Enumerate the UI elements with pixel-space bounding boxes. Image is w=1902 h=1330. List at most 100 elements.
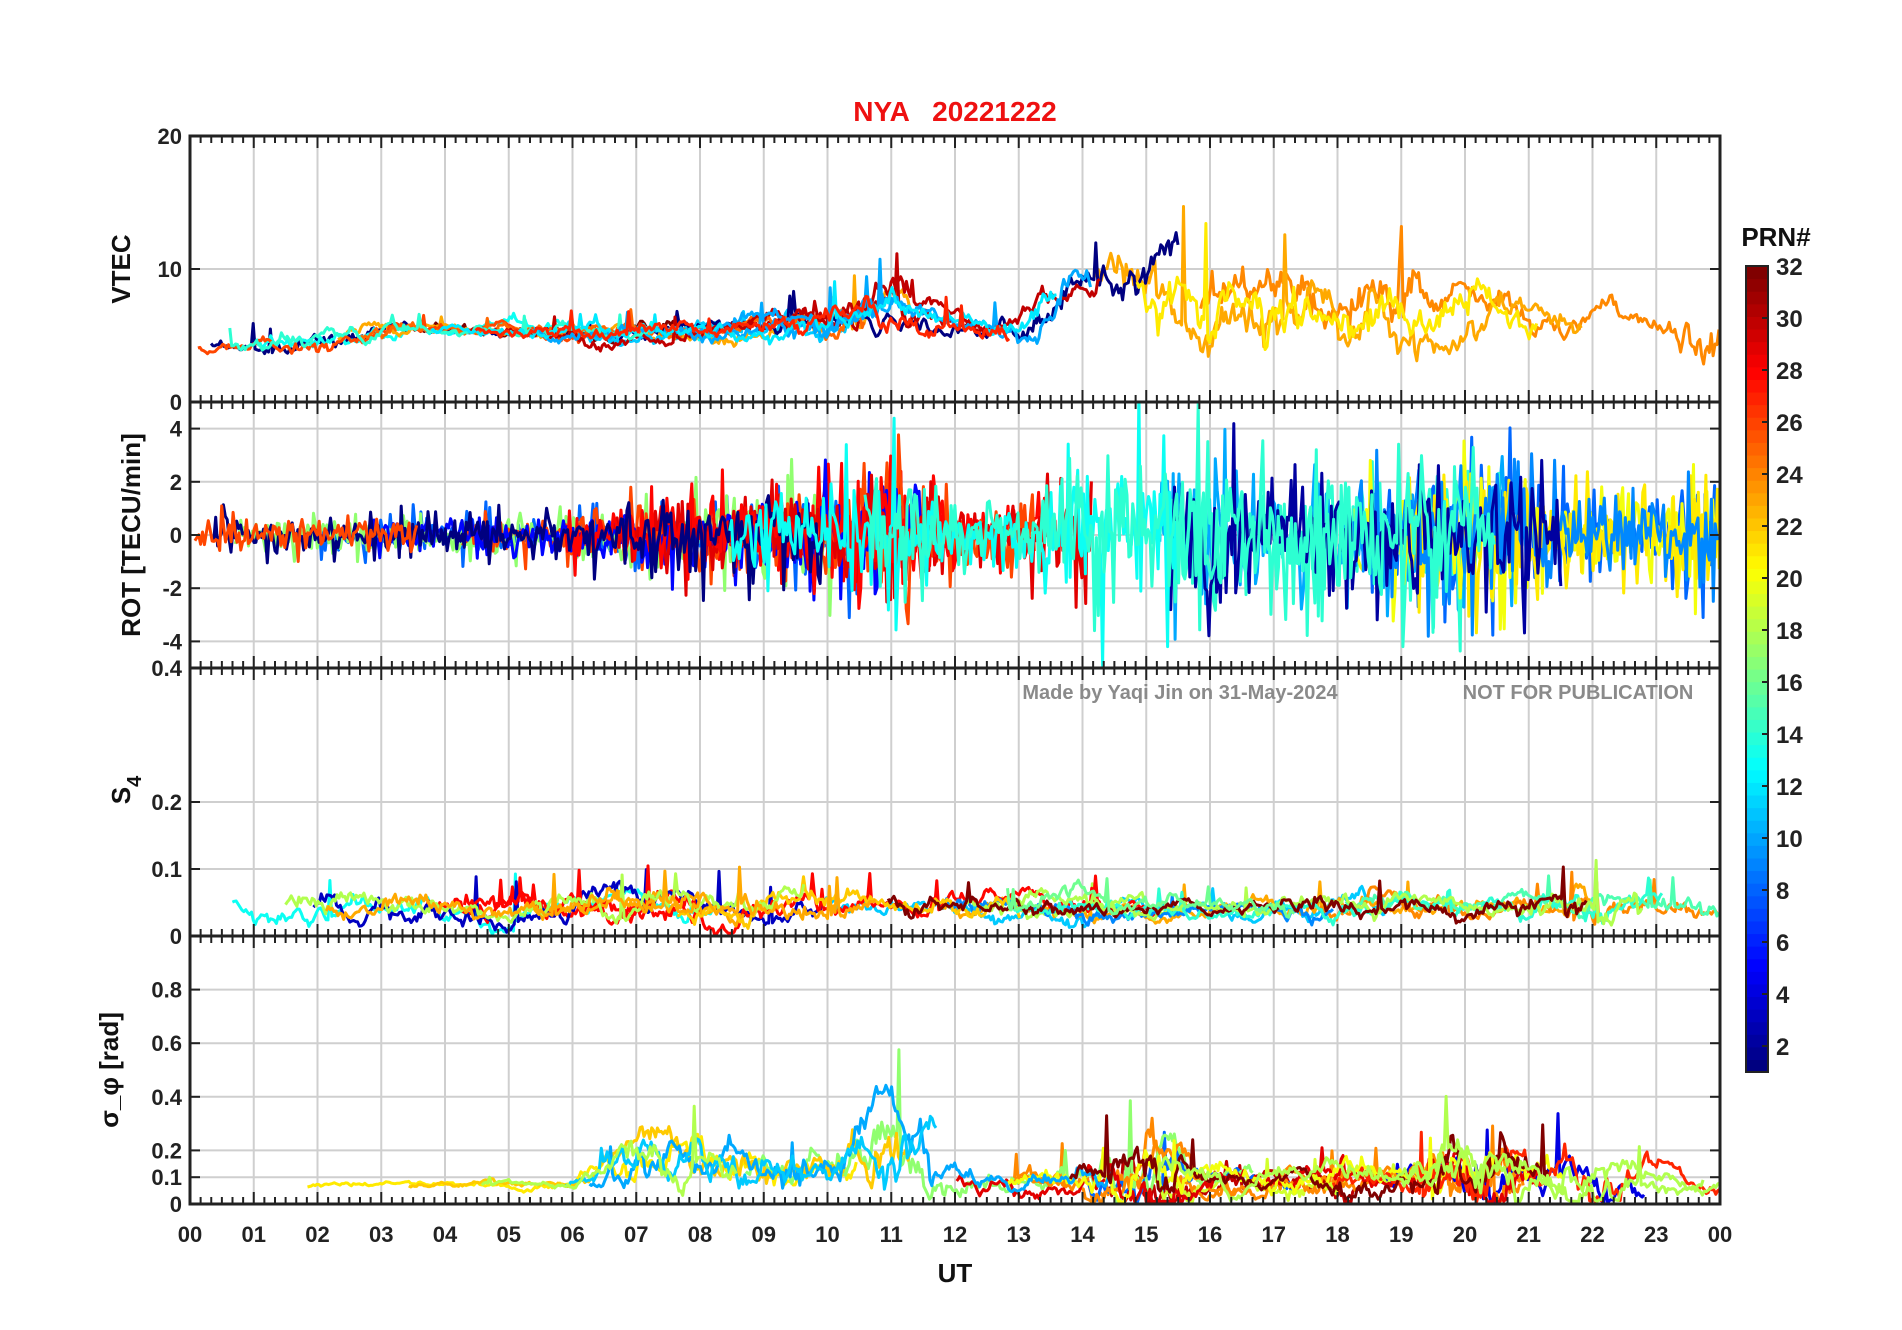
s4-trace-prn-23 <box>325 865 877 921</box>
colorbar-tick-label: 20 <box>1776 566 1803 593</box>
s4-y-tick-label: 0 <box>170 924 182 949</box>
x-tick-label: 08 <box>688 1222 712 1247</box>
svg-text:S4: S4 <box>106 775 146 804</box>
x-tick-label: 05 <box>497 1222 521 1247</box>
colorbar-segment <box>1746 266 1768 280</box>
colorbar-segment <box>1746 278 1768 292</box>
colorbar-tick-label: 12 <box>1776 774 1803 801</box>
colorbar-segment <box>1746 933 1768 947</box>
colorbar-title: PRN# <box>1741 222 1811 252</box>
rot-y-tick-label: 0 <box>170 523 182 548</box>
x-tick-label: 10 <box>815 1222 839 1247</box>
colorbar-segment <box>1746 517 1768 532</box>
colorbar-segment <box>1746 794 1768 809</box>
rot-y-tick-label: -4 <box>162 629 182 654</box>
x-tick-label: 22 <box>1580 1222 1604 1247</box>
colorbar-segment <box>1746 618 1768 632</box>
x-tick-label: 19 <box>1389 1222 1413 1247</box>
x-tick-label: 11 <box>880 1222 903 1247</box>
rot-y-tick-label: -2 <box>162 576 182 601</box>
s4-trace-prn-16 <box>1006 877 1295 919</box>
sigphi-y-tick-label: 0.4 <box>151 1085 182 1110</box>
rot-panel: -4 -2 0 2 4 <box>162 400 1722 670</box>
vtec-y-tick-label: 20 <box>158 124 182 149</box>
x-tick-label: 15 <box>1134 1222 1158 1247</box>
colorbar-segment <box>1746 971 1768 985</box>
colorbar-segment <box>1746 492 1768 506</box>
vtec-grid <box>190 136 1720 402</box>
colorbar-segment <box>1746 354 1768 368</box>
sigphi-y-tick-label: 0.6 <box>151 1031 182 1056</box>
vtec-traces <box>197 205 1720 366</box>
vtec-axis-title: VTEC <box>106 234 136 304</box>
colorbar-segment <box>1746 782 1768 796</box>
rot-axis-title: ROT [TECU/min] <box>116 433 146 637</box>
x-tick-label: 13 <box>1007 1222 1031 1247</box>
colorbar-segment <box>1746 694 1768 708</box>
colorbar-tick-label: 2 <box>1776 1034 1789 1061</box>
colorbar-segment <box>1746 429 1768 443</box>
colorbar-tick-label: 26 <box>1776 410 1803 437</box>
colorbar-segment <box>1746 1034 1768 1048</box>
colorbar-segment <box>1746 505 1768 519</box>
x-tick-label: 00 <box>1708 1222 1732 1247</box>
rot-trace-prn-26 <box>193 504 419 563</box>
colorbar-segment <box>1746 1009 1768 1023</box>
sigphi-y-tick-label: 0.2 <box>151 1138 182 1163</box>
colorbar-tick-label: 8 <box>1776 878 1789 905</box>
x-tick-label: 23 <box>1644 1222 1668 1247</box>
colorbar-segment <box>1746 291 1768 305</box>
colorbar-segment <box>1746 920 1768 935</box>
rot-traces <box>193 402 1720 668</box>
x-tick-label: 03 <box>369 1222 393 1247</box>
colorbar-segment <box>1746 366 1768 380</box>
colorbar-segment <box>1746 404 1768 418</box>
colorbar-segment <box>1746 719 1768 733</box>
vtec-trace-prn-27 <box>474 294 1011 342</box>
colorbar-segment <box>1746 1021 1768 1035</box>
colorbar-segment <box>1746 681 1768 695</box>
colorbar-segment <box>1746 669 1768 683</box>
vtec-panel: 0 10 20 <box>158 124 1722 415</box>
vtec-y-tick-label: 0 <box>170 390 182 415</box>
s4-panel: 0 0.1 0.2 0.4 <box>151 656 1722 949</box>
colorbar-segment <box>1746 454 1768 469</box>
colorbar-segment <box>1746 480 1768 494</box>
colorbar-tick-label: 30 <box>1776 306 1803 333</box>
colorbar-segment <box>1746 832 1768 846</box>
vtec-trace-prn-21 <box>1135 222 1539 351</box>
s4-grid <box>190 668 1720 936</box>
colorbar-segment <box>1746 316 1768 330</box>
sigphi-y-tick-label: 0 <box>170 1192 182 1217</box>
colorbar-segment <box>1746 417 1768 431</box>
x-tick-label: 20 <box>1453 1222 1477 1247</box>
colorbar-segment <box>1746 606 1768 620</box>
colorbar-segment <box>1746 958 1768 972</box>
colorbar-segment <box>1746 857 1768 872</box>
colorbar-segment <box>1746 631 1768 645</box>
s4-axis-title: S4 <box>106 775 146 804</box>
x-tick-label: 07 <box>624 1222 648 1247</box>
colorbar-tick-label: 28 <box>1776 358 1803 385</box>
colorbar-segment <box>1746 1059 1768 1073</box>
s4-y-tick-label: 0.2 <box>151 790 182 815</box>
colorbar-segment <box>1746 731 1768 746</box>
x-tick-label: 01 <box>242 1222 266 1247</box>
colorbar-segment <box>1746 442 1768 456</box>
rot-y-tick-label: 2 <box>170 470 182 495</box>
colorbar-segment <box>1746 807 1768 821</box>
s4-y-tick-label: 0.1 <box>151 857 182 882</box>
x-tick-label: 00 <box>178 1222 202 1247</box>
colorbar-segment <box>1746 983 1768 998</box>
colorbar-tick-label: 24 <box>1776 462 1803 489</box>
x-tick-label: 17 <box>1262 1222 1286 1247</box>
colorbar-tick-label: 32 <box>1776 254 1803 281</box>
colorbar-segment <box>1746 543 1768 557</box>
colorbar-tick-label: 6 <box>1776 930 1789 957</box>
watermark-not-for-publication: NOT FOR PUBLICATION <box>1463 682 1694 704</box>
sigphi-trace-prn-18 <box>480 1104 738 1197</box>
colorbar-tick-label: 10 <box>1776 826 1803 853</box>
vtec-y-tick-label: 10 <box>158 257 182 282</box>
x-tick-label: 21 <box>1517 1222 1541 1247</box>
